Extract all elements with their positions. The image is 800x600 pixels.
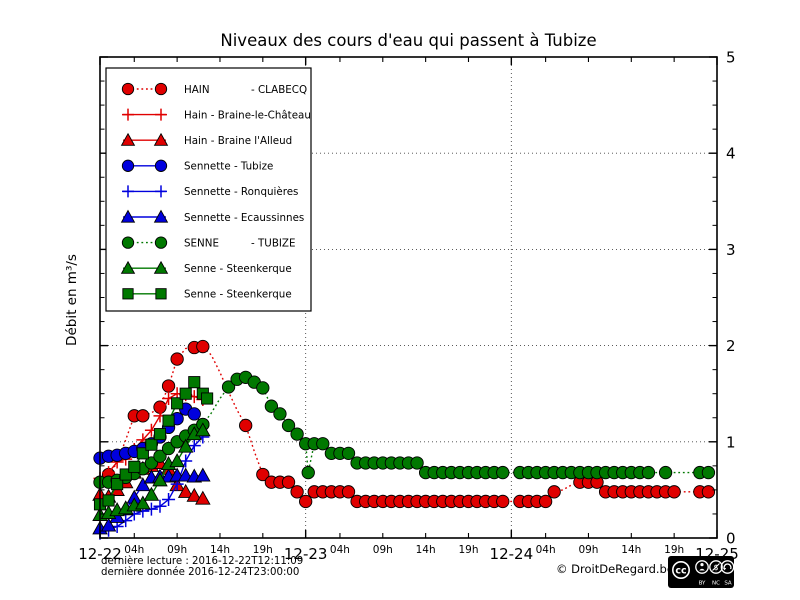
y-tick-label: 1 bbox=[726, 433, 736, 451]
x-major-tick-label: 12-22 bbox=[78, 545, 122, 563]
x-minor-tick-label: 04h bbox=[536, 544, 556, 556]
x-minor-tick-label: 14h bbox=[416, 544, 436, 556]
legend-label-hain-braine-le-chateau: Hain - Braine-le-Château bbox=[184, 109, 311, 121]
x-major-tick-label: 12-23 bbox=[284, 545, 328, 563]
legend-label-hain-clabecq: HAIN bbox=[184, 84, 210, 96]
y-tick-label: 4 bbox=[726, 145, 736, 163]
legend: HAIN - CLABECQ Hain - Braine-le-Château Hai… bbox=[105, 67, 312, 312]
x-minor-tick-label: 19h bbox=[253, 544, 273, 556]
legend-item-hain-clabecq: HAIN - CLABECQ bbox=[121, 82, 307, 96]
legend-item-hain-braine-l-alleud: Hain - Braine l'Alleud bbox=[120, 132, 292, 147]
legend-item-hain-braine-le-chateau: Hain - Braine-le-Château bbox=[122, 108, 311, 121]
y-tick-label: 3 bbox=[726, 241, 736, 259]
cc-license-badge: cc $ BY NC SA bbox=[668, 556, 734, 588]
cc-nc-label: NC bbox=[712, 581, 720, 587]
cc-logo-icon bbox=[672, 561, 690, 579]
cc-badge-background bbox=[668, 556, 734, 588]
legend-label-senne-steenkerque-b: Senne - Steenkerque bbox=[184, 289, 292, 301]
legend-label-right-hain-clabecq: - CLABECQ bbox=[251, 84, 307, 96]
cc-by-icon bbox=[695, 560, 709, 574]
cc-sa-icon bbox=[720, 560, 734, 574]
x-minor-tick-label: 04h bbox=[124, 544, 144, 556]
y-tick-label: 2 bbox=[726, 337, 736, 355]
series-senne-steenkerque-a bbox=[92, 422, 211, 521]
legend-item-sennette-ecaussinnes: Sennette - Ecaussinnes bbox=[120, 209, 304, 224]
x-minor-tick-label: 14h bbox=[621, 544, 641, 556]
legend-item-senne-steenkerque-a: Senne - Steenkerque bbox=[120, 260, 292, 275]
y-axis: 0 1 2 3 4 5 bbox=[100, 49, 736, 548]
cc-logo-text: cc bbox=[675, 566, 686, 577]
legend-item-senne-steenkerque-b: Senne - Steenkerque bbox=[122, 288, 292, 301]
x-minor-tick-label: 09h bbox=[167, 544, 187, 556]
legend-label-senne-steenkerque-a: Senne - Steenkerque bbox=[184, 263, 292, 275]
x-minor-tick-label: 09h bbox=[578, 544, 598, 556]
copyright-text: © DroitDeRegard.be bbox=[556, 562, 674, 576]
y-tick-label: 5 bbox=[726, 49, 736, 67]
last-reading-text: dernière lecture : 2016-12-22T12:11:09 bbox=[101, 556, 304, 567]
x-minor-tick-label: 09h bbox=[373, 544, 393, 556]
legend-label-hain-braine-l-alleud: Hain - Braine l'Alleud bbox=[184, 135, 292, 147]
legend-label-sennette-tubize: Sennette - Tubize bbox=[184, 161, 273, 173]
legend-item-senne-tubize: SENNE - TUBIZE bbox=[121, 236, 295, 249]
legend-label-sennette-ronquieres: Sennette - Ronquières bbox=[184, 186, 298, 198]
x-minor-tick-label: 19h bbox=[664, 544, 684, 556]
last-data-text: dernière donnée 2016-12-24T23:00:00 bbox=[101, 567, 300, 578]
legend-item-sennette-tubize: Sennette - Tubize bbox=[121, 159, 273, 173]
x-minor-tick-label: 19h bbox=[458, 544, 478, 556]
chart-title: Niveaux des cours d'eau qui passent à Tu… bbox=[220, 31, 597, 50]
legend-label-sennette-ecaussinnes: Sennette - Ecaussinnes bbox=[184, 212, 304, 224]
legend-label-right-senne-tubize: - TUBIZE bbox=[251, 237, 295, 249]
series-hain-clabecq bbox=[99, 339, 716, 509]
legend-item-sennette-ronquieres: Sennette - Ronquières bbox=[122, 185, 298, 198]
x-minor-tick-label: 14h bbox=[210, 544, 230, 556]
cc-sa-label: SA bbox=[724, 581, 732, 587]
cc-by-label: BY bbox=[699, 581, 706, 587]
x-minor-tick-label: 04h bbox=[330, 544, 350, 556]
x-major-tick-label: 12-24 bbox=[490, 545, 534, 563]
legend-label-senne-tubize: SENNE bbox=[184, 237, 219, 249]
cc-nc-icon: $ bbox=[709, 560, 723, 574]
y-tick-label: 0 bbox=[726, 530, 736, 548]
